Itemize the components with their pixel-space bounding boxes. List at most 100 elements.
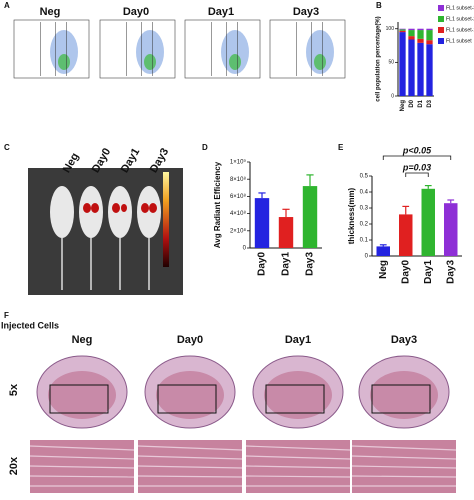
fiber <box>137 465 243 469</box>
y-tick-label: 0.3 <box>360 206 369 212</box>
row-label: 20x <box>8 456 20 475</box>
y-tick-label: 50 <box>388 60 394 66</box>
muscle <box>370 371 438 419</box>
x-tick-label: Day3 <box>305 252 316 276</box>
fiber <box>137 455 243 460</box>
bar-segment <box>426 40 433 45</box>
error-bar <box>379 244 387 247</box>
y-tick-label: 8×10⁸ <box>230 176 247 183</box>
x-tick-label: Day0 <box>257 252 268 276</box>
y-tick-label: 0.4 <box>360 190 369 196</box>
x-tick-label: Day1 <box>423 260 434 284</box>
x-tick-label: Day0 <box>400 260 411 284</box>
y-tick-label: 1×10⁹ <box>230 159 247 166</box>
signal <box>83 203 157 213</box>
panel-letter: D <box>202 143 208 152</box>
bar-segment <box>426 44 433 96</box>
x-tick-label: Neg <box>400 100 406 112</box>
panel-letter: A <box>4 1 10 10</box>
column-label: Neg <box>72 334 93 346</box>
significance-bracket <box>382 155 452 160</box>
bar <box>399 214 413 256</box>
column-label: Day1 <box>285 334 311 346</box>
flow-cloud <box>229 54 241 70</box>
legend-swatch <box>438 38 444 44</box>
significance-bracket <box>405 172 429 177</box>
fiber <box>351 455 457 460</box>
flow-title: Day3 <box>293 6 319 18</box>
x-tick-label: Neg <box>378 260 389 279</box>
x-tick-label: Day3 <box>445 260 456 284</box>
y-tick-label: 0 <box>243 246 247 252</box>
fiber <box>351 445 457 451</box>
flow-cloud <box>314 54 326 70</box>
bar-segment <box>408 39 415 96</box>
bar-segment <box>399 28 406 30</box>
error-bar <box>447 199 455 204</box>
error-bar <box>306 174 314 187</box>
bar-segment <box>417 30 424 39</box>
legend-swatch <box>438 16 444 22</box>
bar <box>254 198 270 248</box>
y-axis-label: cell population percentage(%) <box>376 16 382 101</box>
error-bar <box>402 205 410 215</box>
flow-cloud <box>221 30 249 74</box>
histology-panel: Injected Cells 5x 20x Neg Day0 Day1 Day3 <box>1 320 417 475</box>
fiber <box>351 465 457 469</box>
flow-panel: Neg Day0 Day1 Day3 <box>40 6 320 18</box>
legend-label: FL1 subset-3 <box>446 5 474 11</box>
legend-swatch <box>438 5 444 11</box>
zoom-box <box>49 384 109 414</box>
annotation: p=0.03 <box>402 162 431 172</box>
bar <box>302 186 318 248</box>
y-tick-label: 0.2 <box>360 222 369 228</box>
bar-segment <box>399 29 406 31</box>
fiber <box>29 465 135 469</box>
imaging-panel: Neg Day0 Day1 Day3 <box>28 146 183 295</box>
zoom-box <box>265 384 325 414</box>
bar-segment <box>417 38 424 43</box>
fiber <box>245 475 351 478</box>
zoom-box <box>157 384 217 414</box>
side-label: Injected Cells <box>1 320 59 330</box>
bar-segment <box>417 28 424 31</box>
muscle <box>264 371 332 419</box>
error-bar <box>424 185 432 189</box>
fiber <box>245 455 351 460</box>
row-label: 5x <box>8 383 20 396</box>
bar-segment <box>426 28 433 31</box>
y-tick-label: 2×10⁸ <box>230 227 247 234</box>
y-axis-label: Avg Radiant Efficiency <box>213 161 222 248</box>
bar-segment <box>417 42 424 96</box>
panel-letter: F <box>4 311 9 320</box>
y-tick-label: 0.5 <box>360 174 369 180</box>
panel-letter: C <box>4 143 10 152</box>
bar <box>376 246 390 256</box>
panel-letter: B <box>376 1 382 10</box>
y-tick-label: 100 <box>386 26 395 32</box>
error-bar <box>282 208 290 218</box>
y-tick-label: 4×10⁸ <box>230 210 247 217</box>
flow-title: Day0 <box>123 6 149 18</box>
x-tick-label: D1 <box>418 99 424 107</box>
fiber <box>137 475 243 478</box>
legend-label: FL1 subset-1 <box>446 27 474 33</box>
fiber <box>351 475 457 478</box>
imaging-background <box>28 168 183 295</box>
fiber <box>29 445 135 451</box>
error-bar <box>258 192 266 199</box>
muscle <box>156 371 224 419</box>
bar-segment <box>408 28 415 31</box>
bar <box>444 203 458 256</box>
bar <box>278 217 294 248</box>
y-axis-label: thickness(mm) <box>347 187 356 244</box>
fiber <box>29 475 135 478</box>
flow-cloud <box>136 30 164 74</box>
column-label: Day3 <box>391 334 417 346</box>
bar-segment <box>408 36 415 40</box>
muscle <box>48 371 116 419</box>
flow-cloud <box>144 54 156 70</box>
color-bar <box>163 172 169 267</box>
bar-segment <box>399 30 406 33</box>
